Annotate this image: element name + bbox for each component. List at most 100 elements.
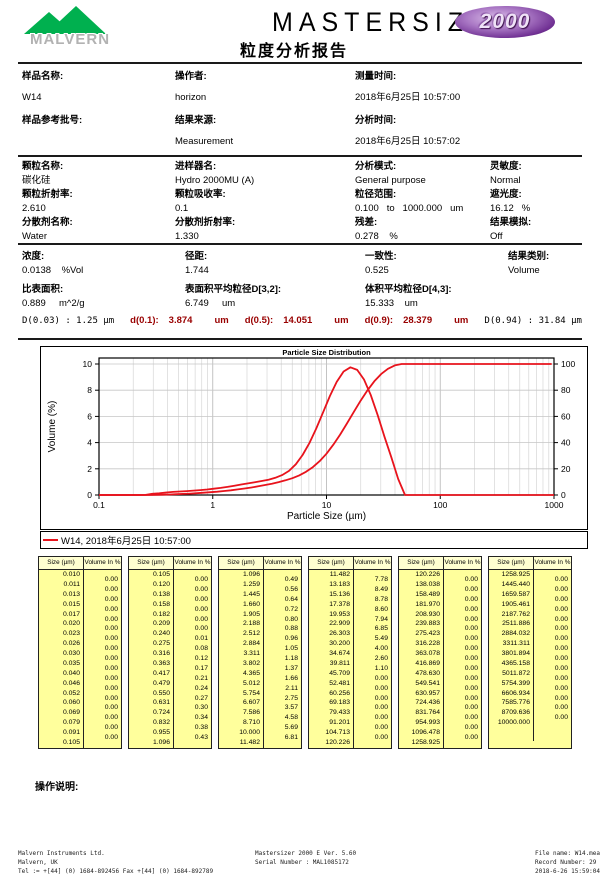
- volume-cell: 0.00: [104, 645, 118, 653]
- table-body: 1258.925 1445.440 1659.587 1905.461 2187.762…: [489, 570, 571, 741]
- svg-text:0: 0: [561, 490, 566, 500]
- volume-cell: 0.00: [554, 674, 568, 682]
- size-cell: 0.105: [152, 571, 170, 578]
- field-label: 浓度:: [22, 251, 45, 262]
- size-cell: 1.660: [242, 600, 260, 608]
- volume-cell: 4.00: [374, 645, 388, 653]
- size-cell: 0.275: [152, 640, 170, 648]
- volume-cell: 0.00: [554, 605, 568, 613]
- volume-cell: 0.00: [554, 595, 568, 603]
- table-header: Size (µm) Volume In %: [399, 557, 481, 570]
- volume-cell: 0.00: [104, 615, 118, 623]
- size-cell: 6.607: [242, 699, 260, 707]
- volume-cell: 1.37: [284, 664, 298, 672]
- size-cell: 0.363: [152, 659, 170, 667]
- size-cell: 630.957: [415, 689, 440, 697]
- volume-cell: 0.00: [464, 684, 478, 692]
- badge-2000-label: 2000: [479, 10, 531, 33]
- field-value: 0.278 %: [355, 231, 398, 242]
- size-cell: 11.482: [239, 738, 260, 746]
- table-header: Size (µm) Volume In %: [129, 557, 211, 570]
- field-label: 样品参考批号:: [22, 115, 83, 126]
- svg-text:40: 40: [561, 438, 571, 448]
- section-rule-header: [18, 62, 582, 64]
- size-cell: 13.183: [329, 580, 350, 588]
- res2-grid-field: 表面积平均粒径D[3,2]: 6.749 um: [185, 283, 365, 311]
- volume-cell: 0.00: [104, 576, 118, 583]
- param-grid-field: 颗粒名称: 碳化硅: [22, 160, 175, 188]
- size-cell: 181.970: [415, 600, 440, 608]
- column-header: Size (µm): [129, 557, 174, 569]
- chart-axes: [95, 357, 558, 499]
- footer-left: Malvern Instruments Ltd. Malvern, UK Tel :…: [18, 849, 213, 876]
- size-cell: 6606.934: [501, 689, 530, 697]
- volume-cell: 0.00: [104, 595, 118, 603]
- size-cell: 104.713: [325, 729, 350, 736]
- volume-cell: 0.00: [104, 694, 118, 702]
- size-cell: 26.303: [329, 630, 350, 638]
- results-grid-row2: 比表面积: 0.889 m^2/g 表面积平均粒径D[3,2]: 6.749 um 体积…: [22, 283, 588, 311]
- volume-cell: 0.00: [104, 664, 118, 672]
- size-cell: 0.550: [152, 689, 170, 697]
- results-grid-row1: 浓度: 0.0138 %Vol 径距: 1.744 一致性: 0.525 结果类别: Volu…: [22, 250, 588, 278]
- volume-cell: 0.00: [104, 605, 118, 613]
- volume-cell: 0.00: [554, 684, 568, 692]
- volume-cell: 0.00: [464, 724, 478, 732]
- field-value: 6.749 um: [185, 298, 236, 309]
- size-cell: 2.512: [242, 630, 260, 638]
- x-axis-label: Particle Size (µm): [287, 511, 366, 522]
- size-cell: 8.710: [242, 719, 260, 727]
- field-value: 2018年6月25日 10:57:00: [355, 92, 461, 103]
- d003-value: D(0.03) : 1.25 μm: [22, 316, 115, 326]
- res2-grid-field: 比表面积: 0.889 m^2/g: [22, 283, 185, 311]
- field-label: 分散剂名称:: [22, 217, 73, 228]
- volume-cell: 0.00: [194, 625, 208, 633]
- column-header: Volume In %: [264, 559, 301, 566]
- size-cell: 39.811: [329, 659, 350, 667]
- size-cell: 120.226: [415, 571, 440, 578]
- field-label: 分析模式:: [355, 161, 397, 172]
- size-cell: 0.052: [62, 689, 80, 697]
- field-value: Water: [22, 231, 47, 242]
- size-cell: 2187.762: [501, 610, 530, 618]
- params-grid: 颗粒名称: 碳化硅 进样器名: Hydro 2000MU (A) 分析模式: Genera…: [22, 160, 588, 244]
- size-cell: 0.017: [62, 610, 80, 618]
- volume-cell: 0.00: [374, 714, 388, 722]
- field-label: 样品名称:: [22, 71, 64, 82]
- svg-text:10: 10: [83, 359, 93, 369]
- size-cell: 0.158: [152, 600, 170, 608]
- size-cell: 0.020: [62, 620, 80, 628]
- size-cell: 0.120: [152, 580, 170, 588]
- volume-cell: 0.00: [104, 655, 118, 662]
- volume-cell: 0.00: [464, 635, 478, 643]
- size-cell: 0.060: [62, 699, 80, 707]
- field-value: W14: [22, 92, 42, 103]
- volume-cell: 0.00: [464, 734, 478, 741]
- field-value: 0.525: [365, 265, 389, 276]
- field-value: [22, 134, 169, 149]
- sample-grid-field: 分析时间: 2018年6月25日 10:57:02: [355, 114, 582, 149]
- size-table-2: Size (µm) Volume In % 0.105 0.120 0.138 0.158…: [128, 556, 212, 749]
- footer-line: Mastersizer 2000 E Ver. 5.60: [255, 850, 357, 857]
- volume-cell: 1.05: [284, 645, 298, 653]
- volume-cell: 0.00: [374, 674, 388, 682]
- field-value: Hydro 2000MU (A): [175, 175, 255, 186]
- size-cell: 316.228: [415, 640, 440, 648]
- svg-text:20: 20: [561, 464, 571, 474]
- size-cell: 4365.158: [501, 659, 530, 667]
- volume-cell: 0.00: [104, 635, 118, 643]
- volume-cell: 0.21: [194, 674, 208, 682]
- volume-cell: 0.80: [284, 615, 298, 623]
- size-cell: 1.905: [242, 610, 260, 618]
- size-cell: 0.079: [62, 719, 80, 727]
- field-label: 分散剂折射率:: [175, 217, 236, 228]
- chart-text: Particle Size Distribution Particle Size …: [47, 348, 371, 522]
- volume-cell: 0.00: [104, 734, 118, 741]
- size-table-5: Size (µm) Volume In % 120.226 138.038 158.48…: [398, 556, 482, 749]
- size-cell: 239.883: [415, 620, 440, 628]
- table-header: Size (µm) Volume In %: [219, 557, 301, 570]
- svg-text:0.1: 0.1: [93, 500, 105, 510]
- svg-text:4: 4: [87, 438, 92, 448]
- table-header: Size (µm) Volume In %: [309, 557, 391, 570]
- size-cell: 0.023: [62, 630, 80, 638]
